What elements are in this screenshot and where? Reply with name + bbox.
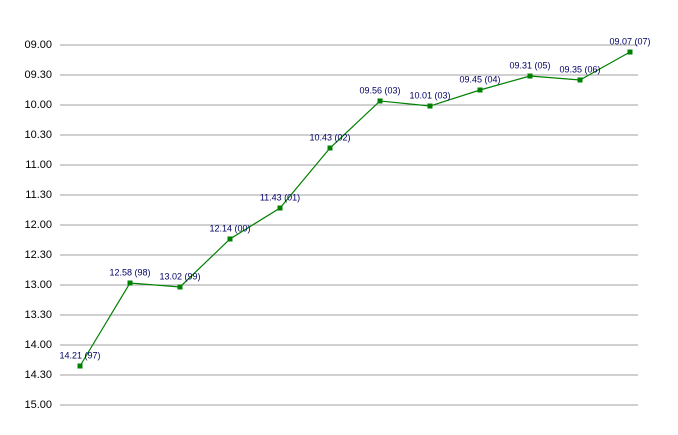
data-label: 11.43 (01) bbox=[260, 192, 300, 202]
data-label: 14.21 (97) bbox=[59, 350, 100, 360]
data-label: 12.14 (00) bbox=[209, 223, 250, 233]
data-label: 09.35 (06) bbox=[559, 64, 600, 74]
data-label: 12.58 (98) bbox=[109, 267, 150, 277]
point bbox=[377, 98, 383, 104]
y-tick-label: 14.30 bbox=[24, 369, 52, 381]
point bbox=[577, 77, 583, 83]
point bbox=[77, 363, 83, 369]
data-label: 10.01 (03) bbox=[409, 90, 450, 100]
y-tick-label: 09.30 bbox=[24, 69, 52, 81]
y-tick-label: 10.00 bbox=[24, 99, 52, 111]
data-label: 09.07 (07) bbox=[609, 36, 650, 46]
point bbox=[327, 145, 333, 151]
line bbox=[79, 51, 631, 367]
point bbox=[227, 236, 233, 242]
point bbox=[277, 205, 283, 211]
y-tick-label: 12.30 bbox=[24, 249, 52, 261]
data-label: 09.56 (03) bbox=[359, 85, 400, 95]
point bbox=[627, 49, 633, 55]
point bbox=[127, 280, 133, 286]
data-label: 10.43 (02) bbox=[309, 132, 350, 142]
y-tick-label: 13.00 bbox=[24, 279, 52, 291]
y-tick-label: 14.00 bbox=[24, 339, 52, 351]
y-tick-label: 11.30 bbox=[25, 189, 52, 201]
y-tick-label: 15.00 bbox=[24, 399, 52, 411]
y-tick-label: 09.00 bbox=[24, 39, 52, 51]
y-tick-label: 12.00 bbox=[24, 219, 52, 231]
data-label: 09.45 (04) bbox=[459, 74, 500, 84]
data-label: 13.02 (99) bbox=[159, 271, 200, 281]
y-tick-label: 11.00 bbox=[25, 159, 52, 171]
y-tick-label: 10.30 bbox=[24, 129, 52, 141]
data-label: 09.31 (05) bbox=[509, 60, 550, 70]
point bbox=[477, 87, 483, 93]
point bbox=[427, 103, 433, 109]
point bbox=[527, 73, 533, 79]
y-tick-label: 13.30 bbox=[24, 309, 52, 321]
point bbox=[177, 284, 183, 290]
